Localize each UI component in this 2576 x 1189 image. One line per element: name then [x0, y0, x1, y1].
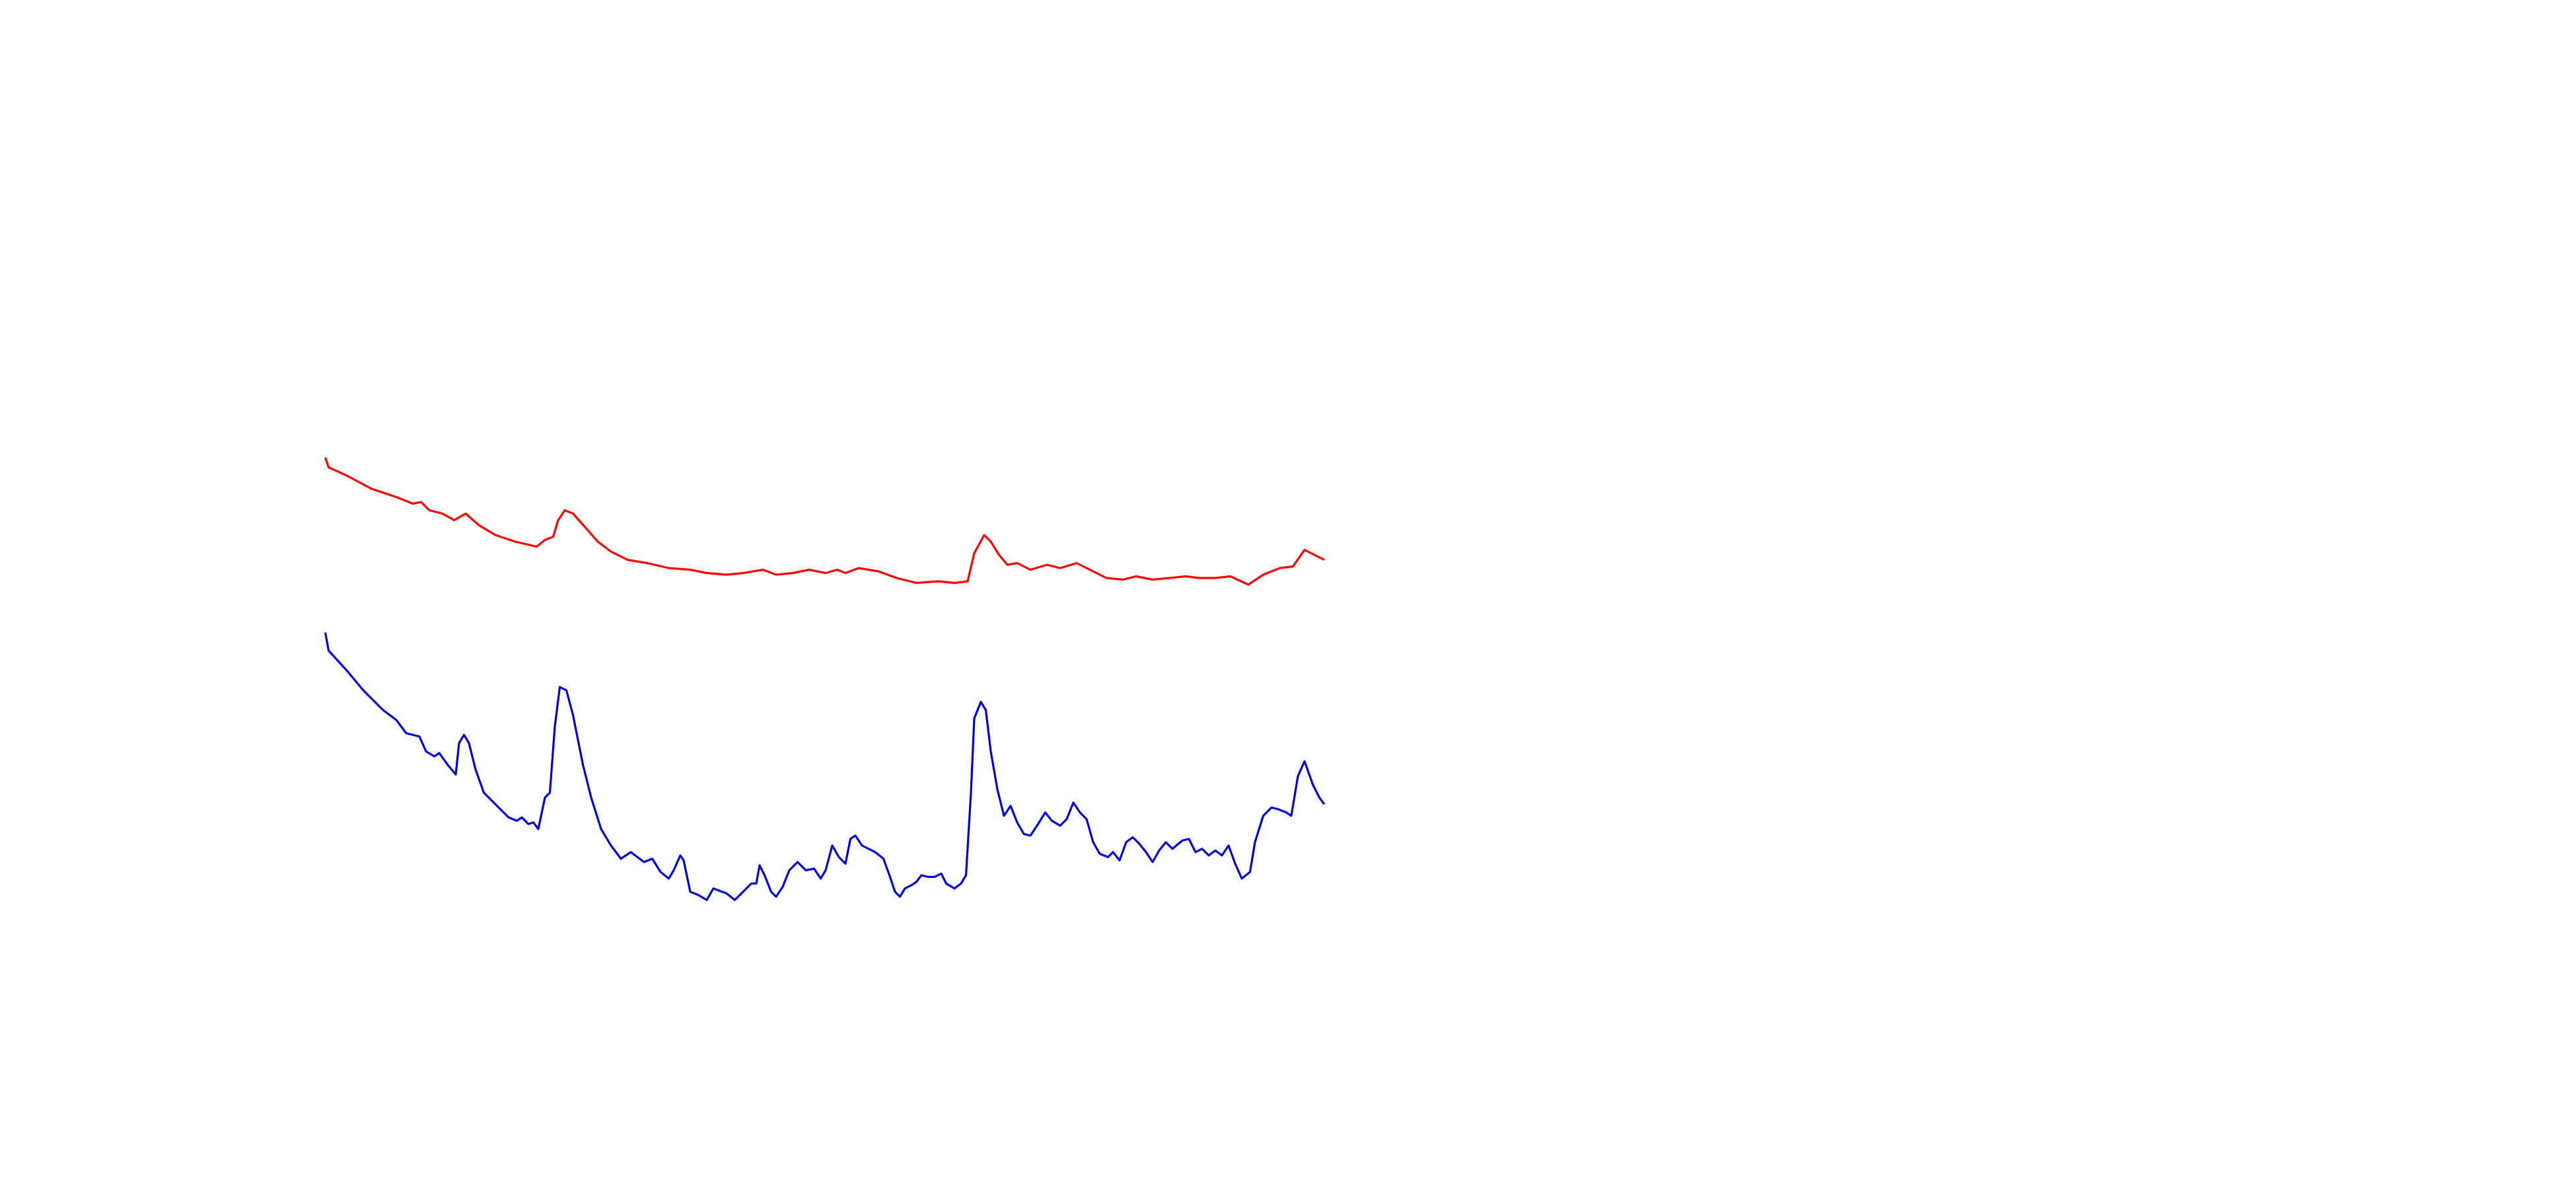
data-line [324, 456, 1325, 586]
data-line [324, 632, 1326, 902]
